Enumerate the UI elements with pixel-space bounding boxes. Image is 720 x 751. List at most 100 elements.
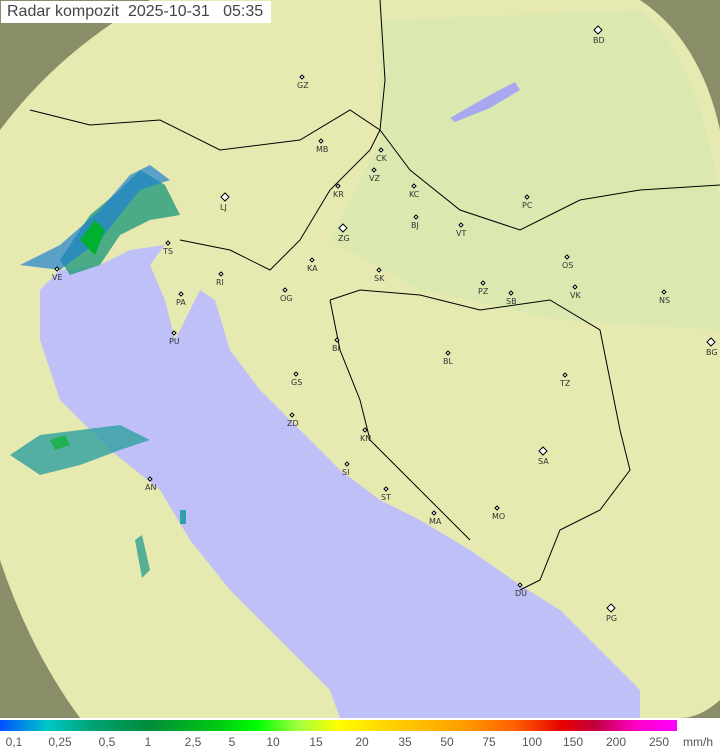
legend-tick-label: 0,5 bbox=[98, 735, 116, 749]
city-marker-icon bbox=[335, 183, 341, 189]
city-label: ZG bbox=[338, 234, 350, 243]
city-label: MA bbox=[429, 517, 442, 526]
legend-color-bar bbox=[0, 720, 677, 731]
city-marker-icon bbox=[376, 267, 382, 273]
city-marker-icon bbox=[220, 192, 230, 202]
city-label: ZD bbox=[287, 419, 299, 428]
city-label: LJ bbox=[220, 203, 227, 212]
city-label: PA bbox=[176, 298, 186, 307]
city-label: RI bbox=[216, 278, 224, 287]
legend-unit: mm/h bbox=[683, 735, 713, 749]
city-marker-icon bbox=[480, 280, 486, 286]
legend-tick-label: 10 bbox=[266, 735, 280, 749]
legend-tick-label: 150 bbox=[562, 735, 584, 749]
adriatic-sea bbox=[40, 245, 640, 718]
city-marker-icon bbox=[572, 284, 578, 290]
city-marker-icon bbox=[54, 266, 60, 272]
city-label: PG bbox=[606, 614, 617, 623]
city-label: BJ bbox=[411, 221, 419, 230]
city-label: GS bbox=[291, 378, 302, 387]
title-text: Radar kompozit bbox=[7, 3, 120, 20]
city-marker-icon bbox=[517, 582, 523, 588]
city-marker-icon bbox=[538, 446, 548, 456]
city-label: PZ bbox=[478, 287, 489, 296]
legend-tick-label: 100 bbox=[521, 735, 543, 749]
city-marker-icon bbox=[661, 289, 667, 295]
city-label: BD bbox=[593, 36, 605, 45]
city-marker-icon bbox=[293, 371, 299, 377]
city-marker-icon bbox=[334, 337, 340, 343]
city-marker-icon bbox=[318, 138, 324, 144]
legend-tick-label: 0,1 bbox=[5, 735, 23, 749]
city-label: DU bbox=[515, 589, 527, 598]
city-label: KR bbox=[333, 190, 344, 199]
city-marker-icon bbox=[218, 271, 224, 277]
radar-map[interactable]: BD GZ MB CK VZ KR KC LJ PC BJ VT ZG TS VE KA SK OS RI PA OG… bbox=[0, 0, 720, 718]
legend-tick-label: 15 bbox=[309, 735, 323, 749]
city-label: BG bbox=[706, 348, 718, 357]
city-label: BI bbox=[332, 344, 340, 353]
city-marker-icon bbox=[178, 291, 184, 297]
city-label: MB bbox=[316, 145, 328, 154]
city-marker-icon bbox=[362, 427, 368, 433]
city-marker-icon bbox=[524, 194, 530, 200]
city-marker-icon bbox=[508, 290, 514, 296]
city-marker-icon bbox=[378, 147, 384, 153]
city-marker-icon bbox=[431, 510, 437, 516]
city-label: SB bbox=[506, 297, 517, 306]
title-date: 2025-10-31 bbox=[127, 3, 210, 20]
city-label: PC bbox=[522, 201, 533, 210]
city-label: VE bbox=[52, 273, 63, 282]
city-marker-icon bbox=[165, 240, 171, 246]
title-box: Radar kompozit 2025-10-31 05:35 bbox=[1, 1, 272, 23]
city-label: GZ bbox=[297, 81, 309, 90]
city-label: VZ bbox=[369, 174, 380, 183]
city-label: TS bbox=[162, 247, 173, 256]
city-marker-icon bbox=[411, 183, 417, 189]
city-marker-icon bbox=[458, 222, 464, 228]
city-marker-icon bbox=[338, 223, 348, 233]
city-label: MO bbox=[492, 512, 505, 521]
city-marker-icon bbox=[593, 25, 603, 35]
lake-balaton bbox=[450, 82, 520, 122]
legend-tick-label: 20 bbox=[355, 735, 369, 749]
city-label: KA bbox=[307, 264, 318, 273]
city-label: PU bbox=[169, 337, 180, 346]
legend-tick-label: 50 bbox=[440, 735, 454, 749]
city-label: NS bbox=[659, 296, 670, 305]
city-label: OG bbox=[280, 294, 293, 303]
city-marker-icon bbox=[282, 287, 288, 293]
city-label: VK bbox=[570, 291, 581, 300]
city-label: OS bbox=[562, 261, 573, 270]
legend-tick-label: 1 bbox=[144, 735, 152, 749]
city-marker-icon bbox=[564, 254, 570, 260]
city-marker-icon bbox=[299, 74, 305, 80]
city-marker-icon bbox=[383, 486, 389, 492]
city-marker-icon bbox=[147, 476, 153, 482]
city-label: CK bbox=[376, 154, 388, 163]
city-label: TZ bbox=[559, 379, 571, 388]
legend-tick-label: 5 bbox=[228, 735, 236, 749]
city-markers: BD GZ MB CK VZ KR KC LJ PC BJ VT ZG TS VE KA SK OS RI PA OG… bbox=[52, 25, 718, 623]
legend-tick-label: 250 bbox=[648, 735, 670, 749]
city-marker-icon bbox=[344, 461, 350, 467]
city-marker-icon bbox=[371, 167, 377, 173]
radar-echoes bbox=[10, 165, 186, 578]
legend-tick-label: 200 bbox=[605, 735, 627, 749]
legend-tick-label: 0,25 bbox=[48, 735, 72, 749]
city-label: KC bbox=[409, 190, 420, 199]
city-label: VT bbox=[456, 229, 466, 238]
legend-tick-label: 2,5 bbox=[184, 735, 202, 749]
city-marker-icon bbox=[606, 603, 616, 613]
city-marker-icon bbox=[445, 350, 451, 356]
city-label: AN bbox=[145, 483, 156, 492]
city-marker-icon bbox=[413, 214, 419, 220]
pannonian-plain bbox=[330, 10, 720, 330]
title-time: 05:35 bbox=[223, 3, 264, 20]
precipitation-legend: 0,1 0,25 0,5 1 2,5 5 10 15 20 35 50 75 100 150 200 250 … bbox=[0, 718, 720, 751]
legend-tick-label: 35 bbox=[398, 735, 412, 749]
city-marker-icon bbox=[309, 257, 315, 263]
legend-tick-label: 75 bbox=[482, 735, 496, 749]
city-label: SA bbox=[538, 457, 549, 466]
